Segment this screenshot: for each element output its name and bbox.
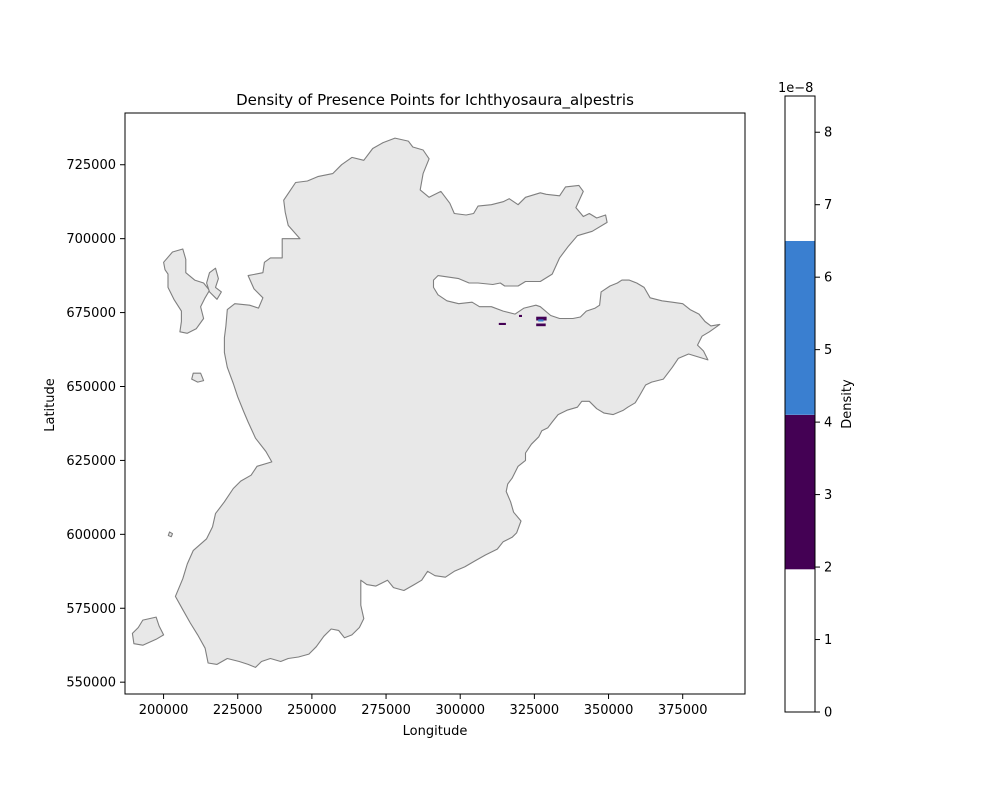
colorbar-bin [785,240,815,415]
colorbar-bin [785,96,815,241]
colorbar-tick-label: 6 [824,271,832,286]
x-tick-label: 250000 [287,703,337,718]
colorbar-bin [785,414,815,570]
y-tick-label: 575000 [66,602,116,617]
x-tick-label: 350000 [584,703,634,718]
y-tick-label: 675000 [66,306,116,321]
land-south-west-island [131,616,165,646]
colorbar-tick-label: 2 [824,561,832,576]
colorbar-bins [785,96,815,712]
colorbar-ticks: 0 1 2 3 4 5 6 7 8 [815,126,832,721]
y-tick-label: 600000 [66,528,116,543]
y-axis: 550000 575000 600000 625000 650000 675000 7000… [66,158,125,691]
land-mainland [174,137,721,668]
x-tick-label: 375000 [658,703,708,718]
colorbar-label: Density [840,379,855,429]
y-tick-label: 550000 [66,676,116,691]
y-tick-label: 725000 [66,158,116,173]
x-tick-label: 300000 [435,703,485,718]
colorbar-tick-label: 4 [824,416,832,431]
land-islet-west [191,372,205,383]
x-axis: 200000 225000 250000 275000 300000 325000 3500… [139,694,708,718]
y-axis-label: Latitude [43,378,58,432]
y-tick-label: 625000 [66,454,116,469]
colorbar-tick-label: 7 [824,198,832,213]
y-tick-label: 650000 [66,380,116,395]
colorbar: 0 1 2 3 4 5 6 7 8 1e−8 Density [778,81,855,721]
land-islet-south [167,531,174,538]
colorbar-tick-label: 8 [824,126,832,141]
colorbar-frame [784,95,816,713]
x-tick-label: 225000 [213,703,263,718]
x-axis-label: Longitude [403,724,468,739]
density-cell [536,323,546,327]
map-axes: 200000 225000 250000 275000 300000 325000 3500… [66,112,746,718]
x-tick-label: 275000 [361,703,411,718]
density-cell [519,314,522,317]
colorbar-offset-label: 1e−8 [778,81,813,96]
land-layer [131,137,721,668]
colorbar-tick-label: 1 [824,633,832,648]
colorbar-bin [785,569,815,712]
density-cell [536,316,547,321]
x-tick-label: 325000 [510,703,560,718]
colorbar-tick-label: 3 [824,488,832,503]
density-cell [538,319,544,322]
y-tick-label: 700000 [66,232,116,247]
colorbar-tick-label: 0 [824,706,832,721]
land-north-west-island [163,248,211,334]
density-cell [498,322,506,325]
x-tick-label: 200000 [139,703,189,718]
density-layer [498,314,547,327]
land-small-island-north [206,267,222,300]
chart-title: Density of Presence Points for Ichthyosa… [236,91,634,110]
colorbar-tick-label: 5 [824,343,832,358]
